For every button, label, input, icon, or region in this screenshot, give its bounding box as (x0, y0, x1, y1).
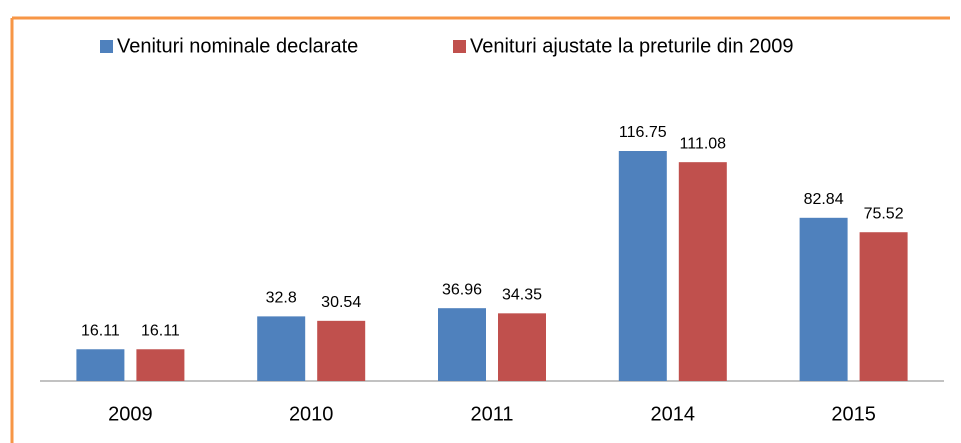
bar (317, 320, 366, 381)
legend-swatch (453, 40, 466, 53)
value-label: 111.08 (680, 135, 727, 152)
x-tick-label: 2011 (470, 403, 513, 425)
bar (438, 308, 486, 381)
x-tick-label: 2009 (108, 403, 153, 425)
legend-label: Venituri nominale declarate (117, 35, 358, 57)
bar (498, 313, 546, 381)
value-label: 16.11 (81, 322, 120, 339)
x-tick-label: 2014 (651, 403, 696, 425)
value-label: 32.8 (266, 290, 297, 307)
x-tick-label: 2015 (831, 403, 876, 425)
bar (257, 316, 306, 381)
value-label: 34.35 (502, 287, 542, 304)
value-label: 116.75 (619, 124, 667, 141)
bar (678, 162, 727, 381)
legend-label: Venituri ajustate la preturile din 2009 (470, 35, 794, 57)
bar (136, 349, 185, 381)
bar (859, 232, 908, 381)
value-label: 36.96 (442, 281, 482, 298)
bar (618, 151, 667, 381)
bar (799, 217, 848, 381)
value-label: 75.52 (864, 205, 904, 222)
bar (76, 349, 125, 381)
value-label: 30.54 (321, 294, 361, 311)
value-label: 16.11 (141, 322, 180, 339)
value-label: 82.84 (804, 191, 844, 208)
legend-swatch (100, 40, 113, 53)
x-tick-label: 2010 (289, 403, 334, 425)
